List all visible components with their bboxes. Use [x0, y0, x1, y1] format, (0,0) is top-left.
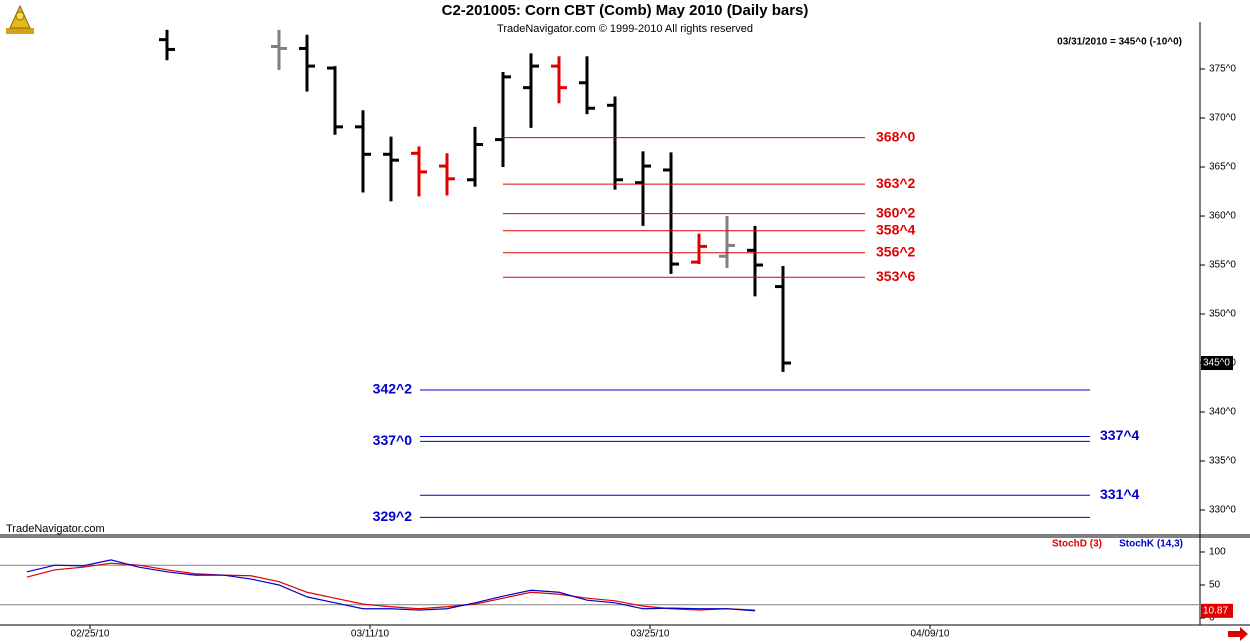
stoch-line	[26, 562, 756, 611]
quote: 03/31/2010 = 345^0 (-10^0)	[1057, 37, 1182, 48]
x-tick-label: 03/11/10	[351, 629, 390, 640]
y-tick-label: 100	[1209, 547, 1226, 558]
y-tick-label: 50	[1209, 580, 1221, 591]
level-label: 368^0	[876, 128, 916, 144]
last-value-label: 10.87	[1203, 605, 1228, 616]
y-tick-label: 355^0	[1209, 260, 1236, 271]
x-tick-label: 04/09/10	[911, 629, 950, 640]
y-tick-label: 370^0	[1209, 113, 1236, 124]
last-price-label: 345^0	[1203, 358, 1230, 369]
level-label: 329^2	[373, 508, 413, 524]
watermark: TradeNavigator.com	[6, 523, 105, 535]
y-tick-label: 330^0	[1209, 505, 1236, 516]
level-label: 342^2	[373, 381, 413, 397]
level-label: 353^6	[876, 268, 916, 284]
level-label: 363^2	[876, 175, 916, 191]
y-tick-label: 375^0	[1209, 64, 1236, 75]
y-tick-label: 340^0	[1209, 407, 1236, 418]
y-tick-label: 0	[1209, 613, 1215, 624]
scroll-arrow[interactable]	[1228, 627, 1248, 641]
logo	[6, 4, 34, 34]
level-label: 360^2	[876, 204, 916, 220]
chart-title: C2-201005: Corn CBT (Comb) May 2010 (Dai…	[442, 2, 809, 19]
y-tick-label: 335^0	[1209, 456, 1236, 467]
last-value-box	[1201, 603, 1233, 618]
y-tick-label: 350^0	[1209, 309, 1236, 320]
level-label: 331^4	[1100, 486, 1140, 502]
x-tick-label: 03/25/10	[631, 629, 670, 640]
last-price-box	[1201, 356, 1233, 371]
chart-subtitle: TradeNavigator.com © 1999-2010 All right…	[497, 23, 753, 35]
legend-entry: StochK (14,3)	[1119, 539, 1183, 550]
legend-entry: StochD (3)	[1052, 539, 1102, 550]
header-bar	[0, 0, 1250, 22]
x-tick-label: 02/25/10	[71, 629, 110, 640]
level-label: 337^0	[373, 432, 413, 448]
level-label: 337^4	[1100, 427, 1140, 443]
y-tick-label: 365^0	[1209, 162, 1236, 173]
level-label: 358^4	[876, 221, 916, 237]
stoch-line	[26, 559, 756, 612]
y-tick-label: 360^0	[1209, 211, 1236, 222]
price-panel	[159, 29, 791, 372]
level-label: 356^2	[876, 243, 916, 259]
